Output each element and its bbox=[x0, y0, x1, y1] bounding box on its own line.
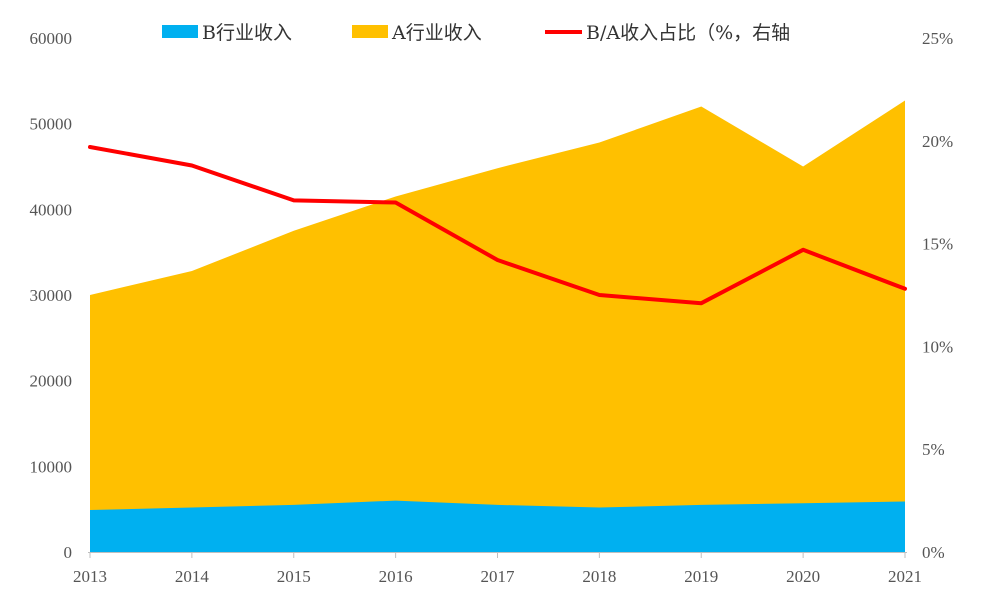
x-tick-label: 2016 bbox=[379, 567, 413, 586]
y-left-tick-label: 40000 bbox=[30, 200, 73, 219]
legend: B行业收入 A行业收入 B/A收入占比（%，右轴 bbox=[162, 22, 790, 44]
x-tick-label: 2021 bbox=[888, 567, 922, 586]
y-left-tick-label: 60000 bbox=[30, 29, 73, 48]
y-right-tick-label: 20% bbox=[922, 132, 953, 151]
y-left-tick-label: 0 bbox=[64, 543, 73, 562]
legend-label-ratio: B/A收入占比（%，右轴 bbox=[586, 22, 790, 44]
ratio-line bbox=[88, 145, 907, 306]
y-left-tick-label: 10000 bbox=[30, 457, 73, 476]
legend-swatch-a-revenue bbox=[352, 25, 388, 38]
legend-swatch-b-revenue bbox=[162, 25, 198, 38]
b-industry-revenue-area bbox=[90, 500, 905, 552]
x-tick-label: 2017 bbox=[481, 567, 516, 586]
y-right-tick-label: 10% bbox=[922, 337, 953, 356]
y-right-tick-label: 25% bbox=[922, 29, 953, 48]
legend-label-a-revenue: A行业收入 bbox=[391, 22, 482, 44]
area-series-group bbox=[90, 100, 905, 552]
y-left-tick-label: 50000 bbox=[30, 115, 73, 134]
x-tick-label: 2013 bbox=[73, 567, 107, 586]
y-right-tick-label: 15% bbox=[922, 235, 953, 254]
y-right-tick-label: 0% bbox=[922, 543, 945, 562]
axes-group: 2013 2014 2015 2016 2017 2018 2019 2020 2021 0 100… bbox=[30, 29, 954, 586]
x-tick-label: 2019 bbox=[684, 567, 718, 586]
a-industry-revenue-area bbox=[90, 100, 905, 552]
y-left-tick-label: 20000 bbox=[30, 372, 73, 391]
line-series-group bbox=[88, 145, 907, 306]
x-tick-label: 2018 bbox=[582, 567, 616, 586]
legend-label-b-revenue: B行业收入 bbox=[202, 22, 292, 44]
x-tick-label: 2020 bbox=[786, 567, 820, 586]
x-tick-label: 2014 bbox=[175, 567, 210, 586]
x-tick-label: 2015 bbox=[277, 567, 311, 586]
y-right-tick-label: 5% bbox=[922, 440, 945, 459]
y-left-tick-label: 30000 bbox=[30, 286, 73, 305]
